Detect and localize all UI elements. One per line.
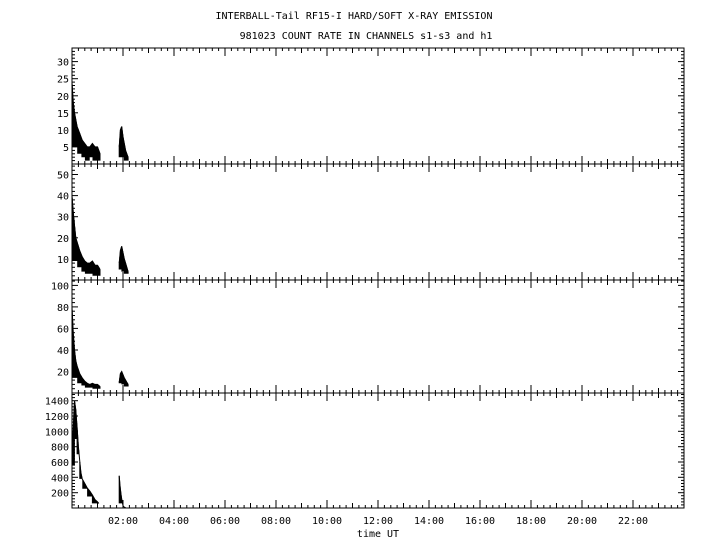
series-noise [71, 306, 129, 389]
x-tick-label: 12:00 [363, 516, 393, 527]
y-tick-label: 25 [57, 75, 69, 86]
series-trace [71, 400, 126, 509]
y-tick-label: 1000 [45, 427, 69, 438]
y-tick-label: 15 [57, 109, 69, 120]
x-tick-label: 18:00 [516, 516, 546, 527]
chart-title: INTERBALL-Tail RF15-I HARD/SOFT X-RAY EM… [216, 11, 493, 22]
y-tick-label: 20 [57, 234, 69, 245]
panel-frame [71, 47, 685, 165]
y-tick-label: 40 [57, 346, 69, 357]
y-tick-label: 800 [51, 443, 69, 454]
y-tick-label: 10 [57, 126, 69, 137]
y-tick-label: 30 [57, 58, 69, 69]
y-tick-label: 60 [57, 324, 69, 335]
y-tick-label: 40 [57, 192, 69, 203]
panel-2: 10 20 30 40 50 [57, 163, 685, 281]
x-tick-label: 02:00 [108, 516, 138, 527]
y-tick-label: 80 [57, 303, 69, 314]
y-tick-label: 1200 [45, 412, 69, 423]
x-tick-label: 04:00 [159, 516, 189, 527]
series-noise [71, 400, 123, 504]
x-tick-label: 20:00 [567, 516, 597, 527]
y-tick-label: 50 [57, 171, 69, 182]
y-tick-label: 400 [51, 473, 69, 484]
x-tick-label: 08:00 [261, 516, 291, 527]
panel-frame [71, 279, 685, 394]
y-tick-label: 1400 [45, 397, 69, 408]
x-tick-label: 10:00 [312, 516, 342, 527]
chart-subtitle: 981023 COUNT RATE IN CHANNELS s1-s3 and … [240, 31, 493, 42]
y-tick-label: 5 [63, 143, 69, 154]
y-tick-label: 20 [57, 368, 69, 379]
x-tick-label: 14:00 [414, 516, 444, 527]
series-noise [71, 82, 129, 161]
x-tick-label: 22:00 [618, 516, 648, 527]
y-tick-label: 600 [51, 458, 69, 469]
panel-frame [71, 392, 685, 509]
panel-frame [71, 163, 685, 281]
x-axis-label: time UT [357, 529, 399, 540]
y-tick-label: 200 [51, 489, 69, 500]
x-tick-label: 16:00 [465, 516, 495, 527]
panel-3: 20 40 60 80 100 [51, 279, 685, 394]
panel-1: 5 10 15 20 25 30 [57, 47, 685, 165]
y-tick-label: 30 [57, 213, 69, 224]
y-tick-label: 10 [57, 255, 69, 266]
y-tick-label: 20 [57, 92, 69, 103]
panels: 5 10 15 20 25 30 10 20 30 40 50 20 40 60 80 100 200 400 60… [45, 47, 685, 509]
x-tick-label: 06:00 [210, 516, 240, 527]
y-tick-label: 100 [51, 281, 69, 292]
panel-4: 200 400 600 800 1000 1200 1400 [45, 392, 685, 509]
series-noise [71, 195, 129, 276]
x-tick-labels: 02:00 04:00 06:00 08:00 10:00 12:00 14:00 16:00… [108, 516, 648, 527]
